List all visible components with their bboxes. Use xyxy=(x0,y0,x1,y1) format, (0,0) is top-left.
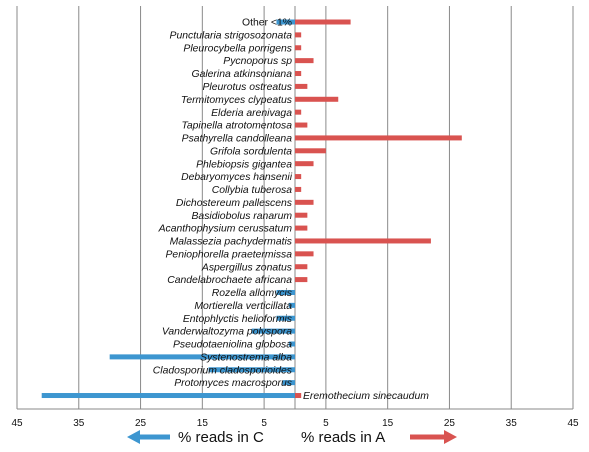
bar-c xyxy=(251,328,295,334)
x-tick-label: 35 xyxy=(506,418,518,429)
bar-c xyxy=(208,367,295,373)
bar-c xyxy=(276,289,295,295)
category-label: Pycnoporus sp xyxy=(223,56,292,67)
bar-a xyxy=(295,58,314,64)
bar-series xyxy=(41,19,462,399)
bar-a xyxy=(295,212,308,218)
x-tick-label: 5 xyxy=(261,418,267,429)
category-label: Malassezia pachydermatis xyxy=(170,237,292,248)
legend-arrow-a xyxy=(410,430,457,444)
bar-a xyxy=(295,277,308,283)
x-tick-label: 45 xyxy=(567,418,579,429)
bar-a xyxy=(295,186,302,192)
bar-a xyxy=(295,161,314,167)
category-label: Protomyces macrosporus xyxy=(174,378,292,389)
category-label: Entophlyctis helioformis xyxy=(183,314,292,325)
x-tick-label: 15 xyxy=(197,418,209,429)
category-label: Grifola sordulenta xyxy=(210,146,292,157)
category-label: Other <1% xyxy=(242,18,292,29)
x-axis-ticks: 45 35 25 15 5 5 15 25 35 45 xyxy=(11,418,579,429)
bar-a xyxy=(295,109,302,115)
category-label: Psathyrella candolleana xyxy=(182,134,293,145)
x-tick-label: 35 xyxy=(73,418,85,429)
grid-lines xyxy=(16,6,574,410)
category-label: Collybia tuberosa xyxy=(212,185,293,196)
x-tick-label: 25 xyxy=(135,418,147,429)
category-label: Punctularia strigosozonata xyxy=(170,30,293,41)
category-label: Tapinella atrotomentosa xyxy=(181,121,292,132)
category-labels: Other <1%Punctularia strigosozonata Pleur… xyxy=(153,18,429,403)
category-label: Galerina atkinsoniana xyxy=(191,69,292,80)
legend-label-a: % reads in A xyxy=(301,429,385,446)
category-label: Elderia arenivaga xyxy=(211,108,292,119)
x-tick-label: 5 xyxy=(323,418,329,429)
bar-a xyxy=(295,45,302,51)
bar-a xyxy=(295,135,462,141)
x-tick-label: 25 xyxy=(444,418,456,429)
category-label: Debaryomyces hansenii xyxy=(181,172,293,183)
bar-c xyxy=(282,380,295,386)
category-label: Rozella allomycis xyxy=(212,288,292,299)
category-label: Pleurotus ostreatus xyxy=(202,82,292,93)
category-label: Mortierella verticillata xyxy=(194,301,292,312)
bar-a xyxy=(295,96,339,102)
category-label: Cladosporium cladosporioides xyxy=(153,365,292,376)
category-label: Systenostrema alba xyxy=(200,352,292,363)
category-label: Basidiobolus ranarum xyxy=(192,211,293,222)
category-label: Termitomyces clypeatus xyxy=(181,95,292,106)
bar-a xyxy=(295,32,302,38)
category-label: Pleurocybella porrigens xyxy=(183,43,292,54)
legend-arrow-c xyxy=(127,430,170,444)
x-tick-label: 15 xyxy=(382,418,394,429)
bar-a xyxy=(295,19,351,25)
category-label: Dichostereum pallescens xyxy=(176,198,292,209)
legend: % reads in C % reads in A xyxy=(127,429,457,446)
bar-c xyxy=(288,341,295,347)
bar-a xyxy=(295,174,302,180)
bar-a xyxy=(295,71,302,77)
legend-label-c: % reads in C xyxy=(178,429,264,446)
bar-a xyxy=(295,238,431,244)
category-label: Eremothecium sinecaudum xyxy=(303,391,429,402)
bar-a xyxy=(295,251,314,257)
bar-c xyxy=(276,315,295,321)
bar-c xyxy=(109,354,296,360)
bar-a xyxy=(295,83,308,89)
bar-a xyxy=(295,122,308,128)
category-label: Phlebiopsis gigantea xyxy=(196,159,292,170)
bar-c xyxy=(288,302,295,308)
bar-c xyxy=(41,393,295,399)
bar-a xyxy=(295,264,308,270)
category-label: Peniophorella praetermissa xyxy=(166,249,293,260)
x-tick-label: 45 xyxy=(11,418,23,429)
bar-a xyxy=(295,225,308,231)
category-label: Vanderwaltozyma polyspora xyxy=(162,327,292,338)
bar-a xyxy=(295,393,302,399)
category-label: Acanthophysium cerussatum xyxy=(158,224,293,235)
category-label: Pseudotaeniolina globosa xyxy=(173,340,292,351)
category-label: Candelabrochaete africana xyxy=(167,275,292,286)
category-label: Aspergillus zonatus xyxy=(201,262,292,273)
bar-a xyxy=(295,199,314,205)
bar-a xyxy=(295,148,326,154)
bar-c xyxy=(276,19,295,25)
